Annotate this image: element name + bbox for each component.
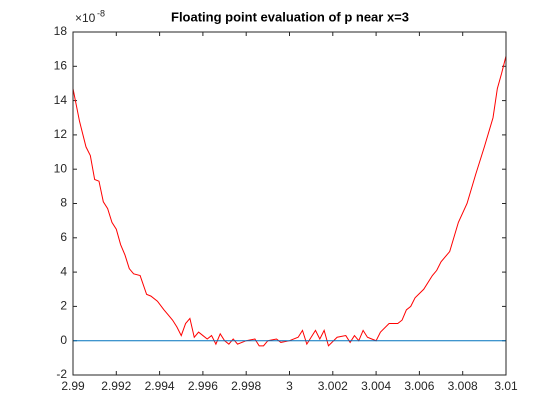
- series-line: [72, 55, 507, 347]
- y-tick-label: 12: [54, 127, 68, 141]
- x-tick-label: 3.004: [361, 379, 391, 393]
- x-tick-label: 2.998: [231, 379, 261, 393]
- x-tick-label: 3.01: [494, 379, 518, 393]
- y-tick-label: 6: [60, 230, 67, 244]
- y-tick-label: 10: [54, 161, 68, 175]
- x-tick-label: 3: [286, 379, 293, 393]
- y-tick-label: 14: [54, 93, 68, 107]
- y-tick-label: 4: [60, 264, 67, 278]
- y-tick-label: 16: [54, 58, 68, 72]
- y-tick-label: 2: [60, 299, 67, 313]
- axes-box: [72, 31, 507, 376]
- y-multiplier-exponent: -8: [97, 8, 105, 18]
- x-tick-label: 2.994: [145, 379, 175, 393]
- y-tick-label: 0: [60, 333, 67, 347]
- y-multiplier-base: ×10: [75, 11, 96, 25]
- x-tick-label: 2.992: [101, 379, 131, 393]
- x-tick-label: 3.006: [404, 379, 434, 393]
- y-tick-label: -2: [56, 367, 67, 381]
- x-tick-label: 2.996: [188, 379, 218, 393]
- y-tick-label: 18: [54, 24, 68, 38]
- y-tick-label: 8: [60, 196, 67, 210]
- plot-area: [73, 32, 506, 375]
- x-tick-label: 3.002: [318, 379, 348, 393]
- x-tick-label: 2.99: [61, 379, 85, 393]
- x-tick-label: 3.008: [448, 379, 478, 393]
- chart-title: Floating point evaluation of p near x=3: [171, 9, 409, 24]
